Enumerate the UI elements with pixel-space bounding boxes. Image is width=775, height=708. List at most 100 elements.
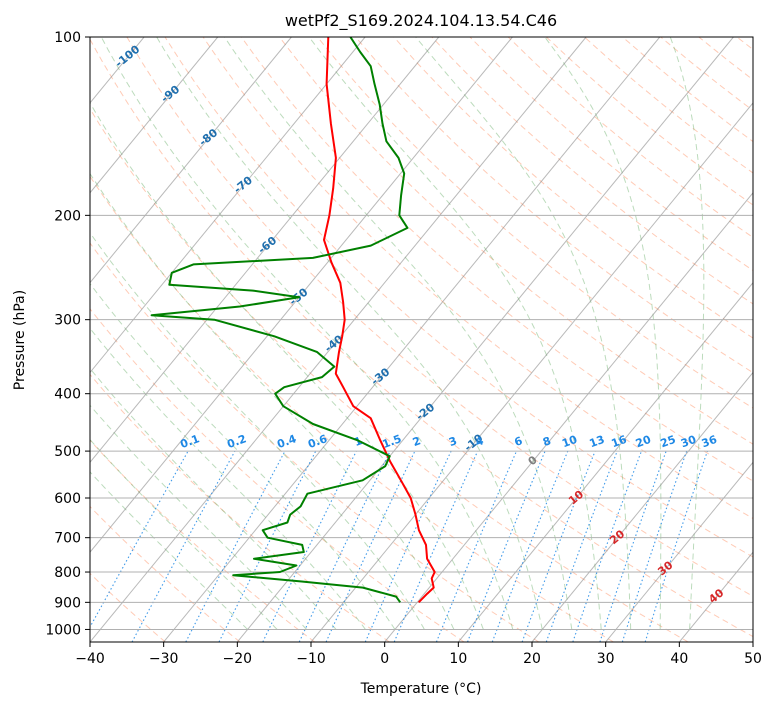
- x-tick-label: 50: [744, 651, 762, 667]
- y-tick-label: 1000: [45, 622, 81, 638]
- mixing-ratio-line: [218, 450, 317, 642]
- mixing-ratio-label: 2: [411, 434, 423, 449]
- mixing-ratio-line: [572, 450, 643, 642]
- mixing-ratio-line: [545, 450, 618, 642]
- dry-adiabat-line: [393, 37, 753, 339]
- x-tick-label: 20: [523, 651, 541, 667]
- dewpoint-profile-line: [150, 37, 409, 603]
- x-tick-label: 0: [380, 651, 389, 667]
- dry-adiabat-line: [90, 572, 166, 642]
- x-tick-label: 10: [449, 651, 467, 667]
- mixing-ratio-label: 36: [700, 433, 719, 451]
- plot-frame: [89, 36, 754, 643]
- x-tick-label: −10: [296, 651, 326, 667]
- dry-adiabat-line: [202, 37, 753, 520]
- dry-adiabat-line: [90, 373, 390, 642]
- x-tick-label: −30: [149, 651, 179, 667]
- x-tick-label: −40: [75, 651, 105, 667]
- dry-adiabat-line: [90, 505, 241, 642]
- isotherm-line: [605, 461, 753, 642]
- y-tick-label: 900: [54, 595, 81, 611]
- dry-adiabat-line: [164, 37, 753, 558]
- y-tick-label: 100: [54, 30, 81, 46]
- mixing-ratio-line: [435, 450, 518, 642]
- x-axis-title: Temperature (°C): [360, 681, 482, 697]
- moist-adiabat-line: [90, 101, 484, 630]
- mixing-ratio-label: 20: [634, 433, 653, 451]
- y-tick-label: 400: [54, 387, 81, 403]
- isotherm-line: [384, 192, 753, 642]
- mixing-ratio-line: [466, 450, 546, 642]
- mixing-ratio-line: [364, 450, 452, 642]
- mixing-ratio-label: 8: [541, 434, 553, 449]
- y-tick-label: 600: [54, 491, 81, 507]
- temperature-profile-line: [323, 37, 436, 604]
- isotherm-line: [90, 37, 292, 284]
- moist-adiabat-line: [90, 327, 366, 630]
- y-tick-label: 500: [54, 444, 81, 460]
- y-tick-label: 300: [54, 313, 81, 329]
- mixing-ratio-label: 3: [447, 434, 459, 449]
- isotherm-line: [236, 37, 734, 642]
- y-axis-title: Pressure (hPa): [12, 290, 28, 390]
- mixing-ratio-label: 0.4: [275, 432, 298, 451]
- isotherm-line: [457, 281, 753, 642]
- mixing-ratio-line: [621, 450, 688, 642]
- isotherm-line: [90, 37, 587, 642]
- x-axis: −40 −30 −20 −10 0 10 20 30 40 50: [75, 642, 762, 667]
- chart-title: wetPf2_S169.2024.104.13.54.C46: [285, 11, 557, 31]
- x-tick-label: −20: [223, 651, 253, 667]
- isotherm-line: [531, 371, 753, 642]
- isotherm-line: [310, 102, 753, 642]
- y-tick-label: 700: [54, 531, 81, 547]
- moist-adiabat-line: [544, 37, 662, 630]
- moist-adiabat-line: [156, 37, 543, 630]
- mixing-ratio-label: 30: [679, 433, 698, 451]
- moist-adiabat-line: [415, 37, 632, 630]
- dry-adiabat-line: [90, 242, 540, 642]
- isotherm-line: [90, 37, 440, 464]
- moist-adiabat-line: [90, 231, 425, 630]
- y-tick-label: 200: [54, 208, 81, 224]
- mixing-ratio-label: 13: [588, 433, 607, 450]
- mixing-ratio-line: [131, 450, 236, 642]
- mixing-ratio-label: 10: [560, 433, 579, 451]
- dry-adiabat-line: [126, 37, 753, 597]
- y-tick-label: 800: [54, 565, 81, 581]
- moist-adiabat-line: [308, 37, 602, 630]
- moist-adiabat-line: [90, 367, 337, 630]
- mixing-ratio-line: [521, 450, 596, 642]
- mixing-ratio-line: [491, 450, 569, 642]
- moist-adiabat-line: [90, 172, 455, 630]
- mixing-ratio-line: [393, 450, 479, 642]
- mixing-ratio-line: [599, 450, 667, 642]
- isotherm-line: [163, 37, 661, 642]
- dry-adiabat-line: [90, 107, 689, 642]
- isotherm-line: [90, 37, 366, 374]
- mixing-ratio-label: 0.6: [306, 432, 329, 451]
- moist-adiabat-line: [669, 37, 705, 630]
- mixing-ratio-label: 4: [474, 434, 486, 449]
- mixing-ratio-label: 16: [610, 433, 629, 451]
- mixing-ratio-label: 25: [659, 433, 678, 450]
- mixing-ratio-label: 6: [513, 434, 525, 449]
- sounding-profiles: [150, 37, 436, 604]
- y-axis: 1000 900 800 700 600 500 400 300 200 100: [45, 30, 90, 638]
- mixing-ratio-label: 1.5: [381, 432, 404, 451]
- dry-adiabat-line: [90, 308, 465, 642]
- background-lines: [90, 37, 753, 642]
- dry-adiabat-line: [431, 37, 753, 305]
- isotherm-line: [90, 37, 219, 194]
- moist-adiabat-line: [224, 37, 573, 630]
- mixing-ratio-line: [262, 450, 357, 642]
- mixing-ratio-label: 0.1: [179, 432, 202, 451]
- mixing-ratio-label: 0.2: [225, 432, 248, 451]
- moist-adiabat-line: [100, 37, 514, 630]
- x-tick-label: 30: [597, 651, 615, 667]
- isotherm-line: [90, 37, 513, 553]
- x-tick-label: 40: [670, 651, 688, 667]
- mixing-ratio-line: [90, 450, 189, 629]
- dry-adiabat-line: [90, 175, 614, 642]
